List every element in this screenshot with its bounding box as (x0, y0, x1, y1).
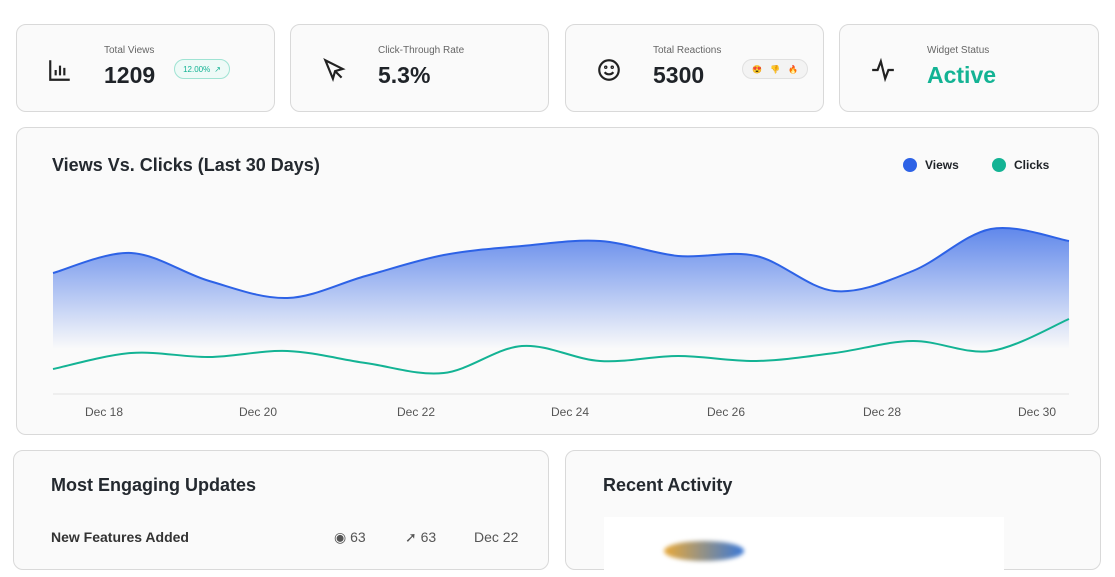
smile-icon (598, 59, 620, 81)
activity-image (604, 517, 1004, 577)
x-tick-label: Dec 30 (1018, 405, 1056, 419)
x-tick-label: Dec 22 (397, 405, 435, 419)
legend-clicks[interactable]: Clicks (992, 158, 1049, 172)
cursor-icon (323, 57, 346, 82)
activity-icon (872, 57, 894, 83)
recent-activity-card: Recent Activity (565, 450, 1101, 577)
x-tick-label: Dec 24 (551, 405, 589, 419)
chart-title: Views Vs. Clicks (Last 30 Days) (52, 155, 320, 175)
status-active: Active (927, 62, 997, 88)
chart-plot: Dec 18 Dec 20 Dec 22 Dec 24 Dec 26 Dec 28 Dec … (52, 227, 1070, 419)
most-engaging-updates-card: Most Engaging Updates New Features Added… (13, 450, 549, 570)
trending-up-icon: ↗ (214, 64, 221, 74)
views-clicks-chart: Dec 18 Dec 20 Dec 22 Dec 24 Dec 26 Dec 28 Dec … (16, 127, 1099, 435)
cursor-icon: ➚ (405, 529, 417, 545)
series-line-views (52, 227, 1070, 300)
x-tick-label: Dec 20 (239, 405, 277, 419)
update-row[interactable]: New Features Added ◉ 63 ➚ 63 Dec 22 (51, 529, 519, 545)
stat-card-widget-status: Widget Status Active (839, 24, 1099, 112)
growth-badge: 12.00% ↗ (174, 59, 230, 79)
x-tick-label: Dec 26 (707, 405, 745, 419)
bar-chart-icon (49, 60, 70, 81)
stat-card-ctr: Click-Through Rate 5.3% (290, 24, 549, 112)
series-line-clicks (52, 318, 1070, 375)
eye-icon: ◉ (334, 529, 347, 545)
x-tick-label: Dec 18 (85, 405, 123, 419)
legend-views[interactable]: Views (903, 158, 959, 172)
stat-card-reactions: Total Reactions 5300 😍 👎 🔥 (565, 24, 824, 112)
stat-card-total-views: Total Views 1209 12.00% ↗ (16, 24, 275, 112)
reactions-badge: 😍 👎 🔥 (742, 59, 808, 79)
x-tick-label: Dec 28 (863, 405, 901, 419)
views-area (53, 227, 1069, 349)
